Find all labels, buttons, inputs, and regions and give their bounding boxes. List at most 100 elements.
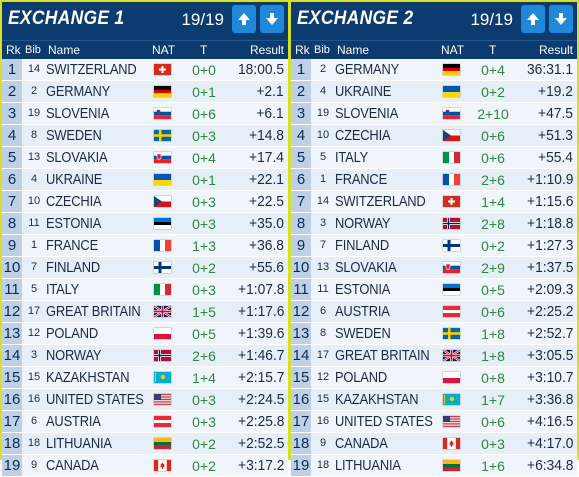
shooting-header: T [200,43,208,57]
team-name: AUSTRIA [335,303,390,320]
bib-cell: 1 [30,239,38,251]
team-name: UNITED STATES [335,413,433,430]
table-row: 18 9 CANADA 0+3 +4:17.0 [291,433,577,455]
team-name: SWEDEN [46,127,102,144]
bib-cell: 12 [316,371,330,383]
rank-header: Rk [6,43,21,57]
team-name: SLOVAKIA [46,149,108,166]
czechia-flag [154,196,171,207]
kazakhstan-flag [154,372,171,383]
germany-flag [154,86,171,97]
bib-cell: 19 [27,107,41,119]
united-states-flag [443,416,460,427]
shooting-penalties: 0+5 [192,326,216,342]
estonia-flag [154,218,171,229]
sweden-flag [443,328,460,339]
team-name: ESTONIA [335,281,391,298]
bib-cell: 14 [27,63,41,75]
result-time: +2.1 [256,83,284,100]
bib-cell: 16 [27,393,41,405]
result-time: +36.8 [249,237,284,254]
rank-cell: 12 [291,301,311,322]
bib-cell: 4 [319,85,327,97]
table-row: 3 19 SLOVENIA 2+10 +47.5 [291,103,577,125]
table-row: 13 12 POLAND 0+5 +1:39.6 [2,323,288,345]
table-row: 17 6 AUSTRIA 0+3 +2:25.8 [2,411,288,433]
rank-cell: 2 [2,81,22,102]
result-time: +47.5 [538,105,573,122]
rank-cell: 8 [291,213,311,234]
bib-cell: 9 [30,459,38,471]
rank-cell: 16 [291,389,311,410]
rank-cell: 19 [2,455,22,476]
exchange-1-scroll-up-button[interactable] [232,5,256,33]
table-row: 2 4 UKRAINE 0+2 +19.2 [291,81,577,103]
shooting-penalties: 0+1 [192,84,216,100]
shooting-penalties: 0+4 [192,150,216,166]
exchange-1-header: EXCHANGE 1 19/19 [2,2,288,40]
shooting-penalties: 1+4 [192,370,216,386]
table-row: 13 8 SWEDEN 1+8 +2:52.7 [291,323,577,345]
team-name: KAZAKHSTAN [335,391,419,408]
rank-cell: 11 [2,279,22,300]
team-name: NORWAY [46,347,102,364]
bib-cell: 14 [316,195,330,207]
table-row: 4 10 CZECHIA 0+6 +51.3 [291,125,577,147]
result-time: +2:52.7 [526,325,573,342]
shooting-penalties: 0+6 [481,150,505,166]
table-row: 2 2 GERMANY 0+1 +2.1 [2,81,288,103]
team-name: GERMANY [335,61,400,78]
table-row: 1 14 SWITZERLAND 0+0 18:00.5 [2,59,288,81]
bib-header: Bib [25,44,41,56]
team-name: SLOVAKIA [335,259,397,276]
shooting-penalties: 1+6 [481,458,505,474]
table-row: 10 7 FINLAND 0+2 +55.6 [2,257,288,279]
bib-cell: 16 [316,415,330,427]
table-row: 7 14 SWITZERLAND 1+4 +1:15.6 [291,191,577,213]
shooting-penalties: 0+6 [481,128,505,144]
kazakhstan-flag [443,394,460,405]
slovenia-flag [154,108,171,119]
result-time: 36:31.1 [526,61,573,78]
team-name: CANADA [335,435,388,452]
bib-cell: 7 [319,239,327,251]
arrow-down-icon [555,13,567,25]
rank-cell: 6 [2,169,22,190]
shooting-penalties: 0+2 [192,436,216,452]
rank-cell: 18 [291,433,311,454]
exchange-2-title: EXCHANGE 2 [297,8,414,29]
bib-cell: 15 [316,393,330,405]
exchange-2-scroll-up-button[interactable] [521,5,545,33]
rank-cell: 12 [2,301,22,322]
result-time: +1:07.8 [237,281,284,298]
table-row: 6 4 UKRAINE 0+1 +22.1 [2,169,288,191]
result-time: +2:09.3 [526,281,573,298]
table-row: 14 3 NORWAY 2+6 +1:46.7 [2,345,288,367]
table-row: 17 16 UNITED STATES 0+6 +4:16.5 [291,411,577,433]
shooting-penalties: 1+4 [481,194,505,210]
exchange-1-scroll-down-button[interactable] [260,5,284,33]
table-row: 1 2 GERMANY 0+4 36:31.1 [291,59,577,81]
exchange-1-column-header: Rk Bib Name NAT T Result [2,40,288,59]
bib-cell: 19 [316,107,330,119]
shooting-penalties: 0+2 [481,238,505,254]
canada-flag [443,438,460,449]
bib-cell: 8 [319,327,327,339]
rank-cell: 13 [291,323,311,344]
result-time: +2:25.2 [526,303,573,320]
team-name: SWITZERLAND [46,61,137,78]
table-row: 16 15 KAZAKHSTAN 1+7 +3:36.8 [291,389,577,411]
shooting-penalties: 0+3 [192,414,216,430]
team-name: UKRAINE [46,171,103,188]
table-row: 10 13 SLOVAKIA 2+9 +1:37.5 [291,257,577,279]
exchange-2-scroll-down-button[interactable] [549,5,573,33]
bib-cell: 3 [319,217,327,229]
team-name: SLOVENIA [335,105,399,122]
arrow-down-icon [266,13,278,25]
table-row: 9 1 FRANCE 1+3 +36.8 [2,235,288,257]
germany-flag [443,64,460,75]
result-time: +51.3 [538,127,573,144]
table-row: 15 15 KAZAKHSTAN 1+4 +2:15.7 [2,367,288,389]
team-name: SLOVENIA [46,105,110,122]
poland-flag [154,328,171,339]
